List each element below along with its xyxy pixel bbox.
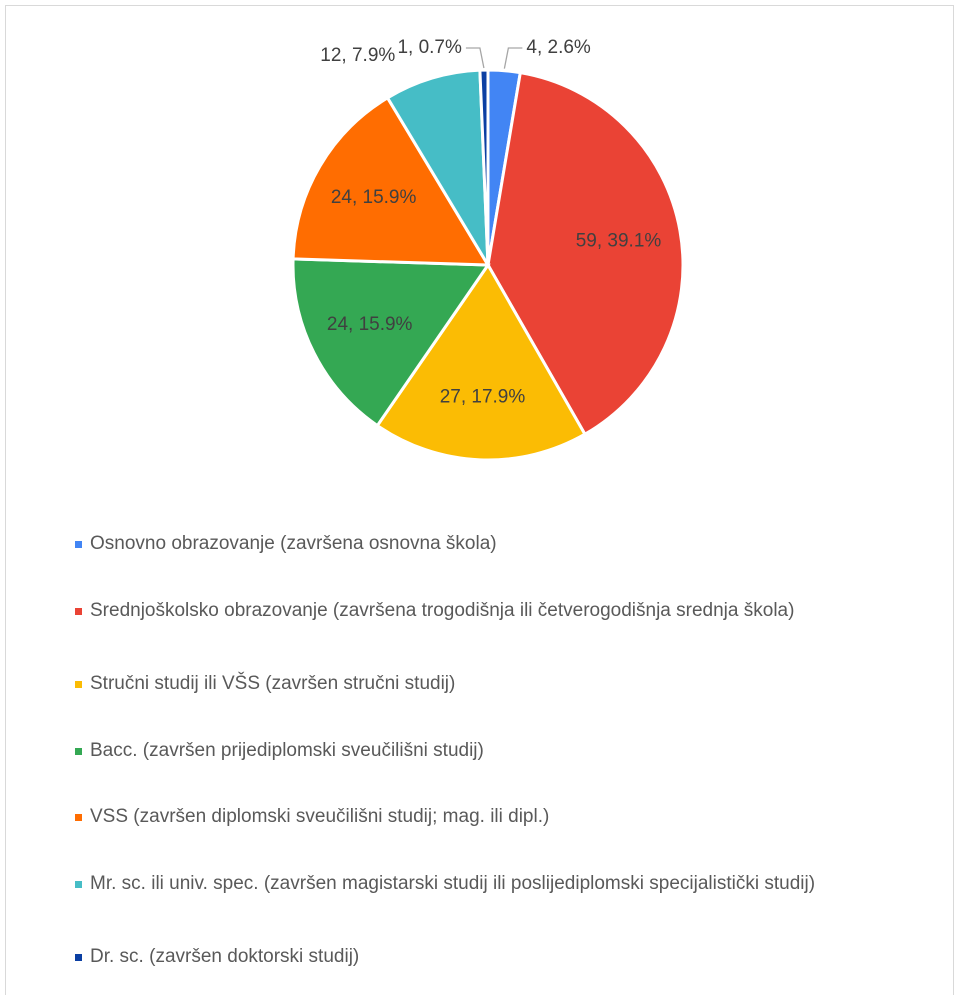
legend-label: Stručni studij ili VŠS (završen stručni … [90, 673, 456, 694]
legend-label: Mr. sc. ili univ. spec. (završen magista… [90, 873, 816, 894]
legend-swatch [75, 881, 82, 888]
legend-swatch [75, 681, 82, 688]
legend-swatch [75, 608, 82, 615]
data-label: 1, 0.7% [397, 37, 462, 58]
legend-swatch [75, 541, 82, 548]
data-label: 12, 7.9% [320, 45, 395, 66]
legend-item: Bacc. (završen prijediplomski sveučilišn… [75, 740, 940, 762]
legend-label: VSS (završen diplomski sveučilišni studi… [90, 806, 550, 827]
data-label: 27, 17.9% [440, 387, 526, 408]
leader-line [503, 47, 523, 69]
legend-item: Osnovno obrazovanje (završena osnovna šk… [75, 533, 940, 555]
legend-item: Srednjoškolsko obrazovanje (završena tro… [75, 600, 940, 622]
legend-label: Dr. sc. (završen doktorski studij) [90, 946, 360, 967]
pie-slice [291, 257, 491, 428]
leader-line [465, 47, 485, 69]
legend-label: Bacc. (završen prijediplomski sveučilišn… [90, 740, 484, 761]
data-label: 59, 39.1% [576, 231, 662, 252]
pie-slice [478, 68, 490, 266]
pie-slice [291, 95, 491, 267]
legend-item: Mr. sc. ili univ. spec. (završen magista… [75, 873, 940, 895]
legend-label: Srednjoškolsko obrazovanje (završena tro… [90, 600, 795, 621]
pie-slice [375, 262, 587, 462]
legend-item: VSS (završen diplomski sveučilišni studi… [75, 806, 940, 828]
legend-swatch [75, 954, 82, 961]
legend-swatch [75, 814, 82, 821]
legend-item: Dr. sc. (završen doktorski studij) [75, 946, 940, 968]
legend-swatch [75, 748, 82, 755]
legend-label: Osnovno obrazovanje (završena osnovna šk… [90, 533, 497, 554]
legend-item: Stručni studij ili VŠS (završen stručni … [75, 673, 940, 695]
pie-slice [385, 68, 490, 266]
data-label: 4, 2.6% [526, 37, 591, 58]
chart-frame [5, 5, 954, 995]
data-label: 24, 15.9% [331, 187, 417, 208]
pie-slice [486, 70, 685, 437]
data-label: 24, 15.9% [327, 314, 413, 335]
